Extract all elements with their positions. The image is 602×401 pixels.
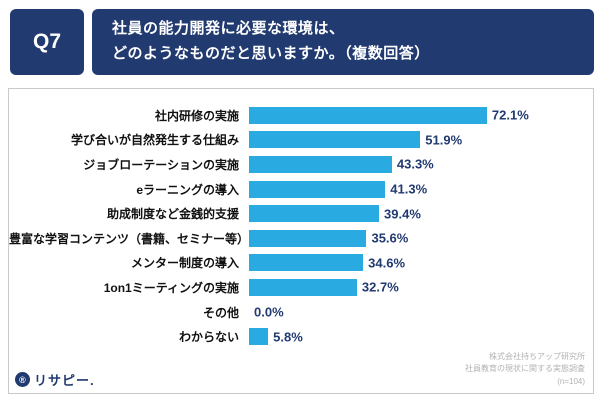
bar-track: 0.0% — [249, 304, 579, 321]
bar-track: 72.1% — [249, 106, 579, 124]
value-label: 32.7% — [361, 279, 399, 295]
bar-fill — [249, 205, 380, 223]
category-label: 助成制度など金銭的支援 — [106, 207, 239, 222]
bar-track: 32.7% — [249, 278, 579, 296]
bar-fill — [249, 155, 392, 173]
bar-row: ジョブローテーションの実施 43.3% — [9, 152, 593, 177]
credit-line: (n=104) — [557, 376, 585, 386]
category-label: ジョブローテーションの実施 — [83, 157, 239, 172]
risapy-logo: ® リサピー. — [15, 370, 95, 389]
bar-track: 39.4% — [249, 205, 579, 223]
category-label: 豊富な学習コンテンツ（書籍、セミナー等） — [9, 231, 250, 246]
category-label: eラーニングの導入 — [136, 182, 239, 197]
bar-row: 助成制度など金銭的支援 39.4% — [9, 201, 593, 226]
category-label: その他 — [202, 305, 239, 320]
category-label: 学び合いが自然発生する仕組み — [70, 133, 239, 148]
chart-panel: 社内研修の実施 72.1% 学び合いが自然発生する仕組み 51.9% ジョブローテーショ… — [8, 88, 594, 394]
bar-fill — [249, 328, 269, 346]
question-title-line1: 社員の能力開発に必要な環境は、 — [112, 20, 345, 38]
bar-row: eラーニングの導入 41.3% — [9, 177, 593, 202]
bar-row: 社内研修の実施 72.1% — [9, 103, 593, 128]
bar-track: 34.6% — [249, 254, 579, 272]
bar-track: 41.3% — [249, 180, 579, 198]
value-label: 43.3% — [396, 156, 434, 172]
question-number-badge: Q7 — [10, 9, 84, 75]
value-label: 39.4% — [384, 206, 421, 222]
bar-fill — [249, 278, 357, 296]
bar-row: 1on1ミーティングの実施 32.7% — [9, 275, 593, 300]
survey-credits: 株式会社持ちアップ研究所社員教育の現状に関する実態調査 (n=104) — [465, 351, 585, 388]
value-label: 72.1% — [491, 107, 529, 123]
question-title-box: 社員の能力開発に必要な環境は、 どのようなものだと思いますか。（複数回答） — [92, 9, 594, 75]
bar-chart: 社内研修の実施 72.1% 学び合いが自然発生する仕組み 51.9% ジョブローテーショ… — [9, 103, 593, 349]
credit-line: 株式会社持ちアップ研究所 — [489, 351, 585, 361]
registered-mark-icon: ® — [15, 372, 30, 387]
bar-track: 51.9% — [249, 131, 579, 149]
value-label: 41.3% — [390, 181, 428, 197]
bar-row: メンター制度の導入 34.6% — [9, 251, 593, 276]
bar-row: わからない 5.8% — [9, 324, 593, 349]
question-number: Q7 — [32, 30, 61, 53]
value-label: 5.8% — [273, 329, 303, 345]
category-label: わからない — [178, 330, 239, 345]
bar-track: 35.6% — [249, 229, 579, 247]
bar-fill — [249, 229, 367, 247]
value-label: 51.9% — [425, 132, 463, 148]
category-label: 1on1ミーティングの実施 — [103, 280, 239, 295]
value-label: 35.6% — [371, 230, 409, 246]
bar-row: その他 0.0% — [9, 300, 593, 325]
value-label: 34.6% — [368, 255, 406, 271]
question-title-line2: どのようなものだと思いますか。（複数回答） — [112, 45, 430, 62]
logo-text: リサピー. — [34, 373, 95, 388]
bar-fill — [249, 106, 487, 124]
category-label: メンター制度の導入 — [130, 256, 239, 271]
bar-row: 豊富な学習コンテンツ（書籍、セミナー等） 35.6% — [9, 226, 593, 251]
category-label: 社内研修の実施 — [154, 108, 239, 123]
bar-track: 43.3% — [249, 155, 579, 173]
bar-fill — [249, 254, 364, 272]
bar-fill — [249, 131, 421, 149]
value-label: 0.0% — [254, 304, 284, 320]
bar-row: 学び合いが自然発生する仕組み 51.9% — [9, 128, 593, 153]
bar-fill — [249, 180, 386, 198]
bar-track: 5.8% — [249, 328, 579, 346]
credit-line: 社員教育の現状に関する実態調査 — [465, 364, 585, 374]
